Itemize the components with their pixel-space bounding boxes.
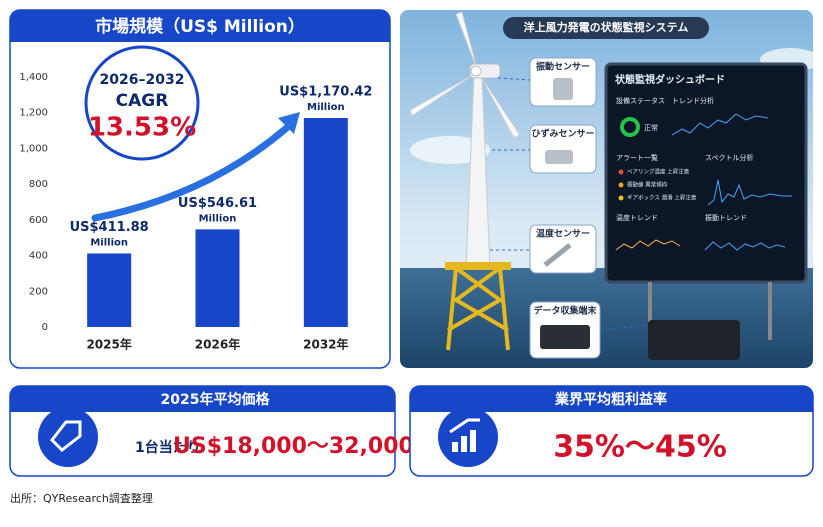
- cagr-label: CAGR: [116, 91, 169, 111]
- margin-range: 35%～45%: [553, 430, 727, 465]
- y-tick-label: 600: [29, 215, 48, 226]
- value-label-unit: Million: [90, 237, 128, 248]
- value-label: US$411.88: [70, 220, 149, 235]
- price-unit: 1台当たり: [135, 439, 201, 456]
- bar-chart: 0 200 400 600 800 1,000 1,200 1,400 2025年 US$411.…: [19, 72, 372, 352]
- sensor-icon: [540, 325, 590, 349]
- bar: [195, 229, 240, 327]
- bar: [87, 253, 132, 327]
- y-tick-label: 400: [29, 251, 48, 262]
- y-tick-label: 800: [29, 179, 48, 190]
- status: 正常: [644, 123, 658, 132]
- dashboard: [604, 62, 808, 284]
- connector-lines: [490, 77, 651, 331]
- cagr-period: 2026–2032: [100, 72, 185, 88]
- cloud: [410, 136, 490, 164]
- spectrum-line: [707, 179, 792, 206]
- margin-icon: [438, 407, 498, 467]
- arrow-head: [278, 112, 300, 134]
- panel-label: アラート一覧: [616, 153, 658, 162]
- panel-label: スペクトル分析: [705, 153, 754, 162]
- y-tick-label: 200: [29, 286, 48, 297]
- alert: ベアリング温度 上昇注意: [627, 168, 690, 176]
- cagr-bubble: [84, 45, 200, 161]
- status-ring: [620, 117, 640, 137]
- growth-arrow: [91, 121, 294, 222]
- data-logger: [648, 320, 740, 360]
- alert-dot: [618, 182, 624, 188]
- dashboard-title: 状態監視ダッシュボード: [615, 73, 725, 86]
- sensor-icon: [553, 78, 573, 100]
- value-label: US$546.61: [178, 196, 257, 211]
- sensor-icon: [543, 243, 572, 267]
- temp-line: [615, 239, 681, 251]
- blade: [409, 71, 479, 117]
- system-title-bg: [503, 17, 709, 39]
- system-illustration: 洋上風力発電の状態監視システム 振動センサー ひずみセンサー 温度センサー デー…: [400, 10, 813, 368]
- x-tick-label: 2026年: [195, 337, 240, 352]
- alert-dot: [618, 169, 624, 175]
- tag-icon: [50, 420, 82, 452]
- vib-line: [704, 241, 786, 251]
- price-title: 2025年平均価格: [161, 391, 271, 408]
- sensor-label: ひずみセンサー: [531, 128, 594, 140]
- trend-line: [671, 113, 769, 136]
- margin-title: 業界平均粗利益率: [554, 391, 667, 408]
- jacket-foundation: [446, 266, 510, 351]
- growth-arrow-icon: [449, 418, 480, 434]
- bar: [303, 117, 348, 327]
- sensor-label: 温度センサー: [536, 228, 590, 240]
- blade: [477, 71, 521, 139]
- source: 出所：QYResearch調査整理: [10, 491, 153, 505]
- growth-icon: [452, 430, 476, 452]
- panel-label: 設備ステータス: [616, 96, 665, 105]
- margin-header: [410, 386, 813, 412]
- sensor-label: データ収集端末: [533, 305, 597, 317]
- y-tick-label: 1,000: [19, 143, 48, 154]
- y-tick-label: 1,400: [19, 72, 48, 83]
- panel-label: トレンド分析: [672, 96, 714, 105]
- x-tick-label: 2032年: [303, 337, 348, 352]
- cagr-rate: 13.53%: [88, 113, 196, 143]
- hub: [470, 65, 482, 77]
- alert: ギアボックス 潤滑 上昇注意: [627, 194, 697, 202]
- sensor-icon: [545, 150, 573, 164]
- panel-label: 温度トレンド: [616, 213, 658, 222]
- panel-label: 振動トレンド: [705, 213, 747, 222]
- chart-title: 市場規模（US$ Million）: [95, 16, 305, 37]
- platform: [445, 262, 511, 270]
- price-header: [10, 386, 395, 412]
- value-label: US$1,170.42: [279, 84, 372, 99]
- value-label-unit: Million: [199, 213, 237, 224]
- alert-dot: [618, 195, 624, 201]
- price-range: US$18,000～32,000: [173, 434, 414, 459]
- price-icon: [38, 407, 98, 467]
- sensor-label: 振動センサー: [536, 61, 590, 73]
- x-tick-label: 2025年: [86, 337, 131, 352]
- chart-header: [10, 10, 390, 42]
- y-tick-label: 0: [42, 322, 48, 333]
- system-title: 洋上風力発電の状態監視システム: [524, 20, 689, 34]
- alert: 振動値 異常傾向: [627, 181, 667, 189]
- y-tick-label: 1,200: [19, 108, 48, 119]
- value-label-unit: Million: [307, 102, 345, 113]
- blade: [455, 11, 479, 73]
